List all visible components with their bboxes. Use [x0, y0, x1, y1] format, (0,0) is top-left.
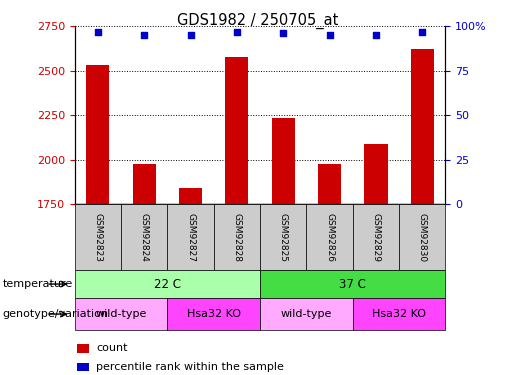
Bar [364, 144, 387, 204]
Point [94, 28, 102, 34]
Bar [226, 57, 248, 204]
Text: GDS1982 / 250705_at: GDS1982 / 250705_at [177, 13, 338, 29]
Text: GSM92825: GSM92825 [279, 213, 288, 262]
Bar [167, 204, 214, 270]
Bar [75, 298, 167, 330]
Text: wild-type: wild-type [95, 309, 147, 319]
Point [325, 32, 334, 38]
Bar [167, 298, 260, 330]
Text: wild-type: wild-type [281, 309, 332, 319]
Text: GSM92824: GSM92824 [140, 213, 149, 262]
Text: 37 C: 37 C [339, 278, 366, 291]
Text: GSM92823: GSM92823 [93, 213, 102, 262]
Bar [306, 204, 353, 270]
Point [418, 28, 426, 34]
Bar [77, 344, 89, 352]
Text: count: count [96, 344, 128, 353]
Text: temperature: temperature [3, 279, 73, 289]
Point [233, 28, 241, 34]
Bar [86, 65, 109, 204]
Bar [77, 363, 89, 371]
Bar [179, 188, 202, 204]
Text: GSM92826: GSM92826 [325, 213, 334, 262]
Point [279, 30, 287, 36]
Text: Hsa32 KO: Hsa32 KO [187, 309, 241, 319]
Point [372, 32, 380, 38]
Text: GSM92830: GSM92830 [418, 213, 427, 262]
Point [140, 32, 148, 38]
Bar [75, 204, 121, 270]
Bar [133, 164, 156, 204]
Text: percentile rank within the sample: percentile rank within the sample [96, 362, 284, 372]
Bar [410, 50, 434, 204]
Text: GSM92828: GSM92828 [232, 213, 242, 262]
Bar [399, 204, 445, 270]
Text: Hsa32 KO: Hsa32 KO [372, 309, 426, 319]
Bar [121, 204, 167, 270]
Text: GSM92827: GSM92827 [186, 213, 195, 262]
Bar [272, 118, 295, 204]
Text: genotype/variation: genotype/variation [3, 309, 109, 319]
Bar [318, 164, 341, 204]
Bar [75, 270, 260, 298]
Point [186, 32, 195, 38]
Bar [353, 204, 399, 270]
Text: 22 C: 22 C [154, 278, 181, 291]
Bar [260, 298, 353, 330]
Bar [260, 204, 306, 270]
Text: GSM92829: GSM92829 [371, 213, 381, 262]
Bar [353, 298, 445, 330]
Bar [260, 270, 445, 298]
Bar [214, 204, 260, 270]
